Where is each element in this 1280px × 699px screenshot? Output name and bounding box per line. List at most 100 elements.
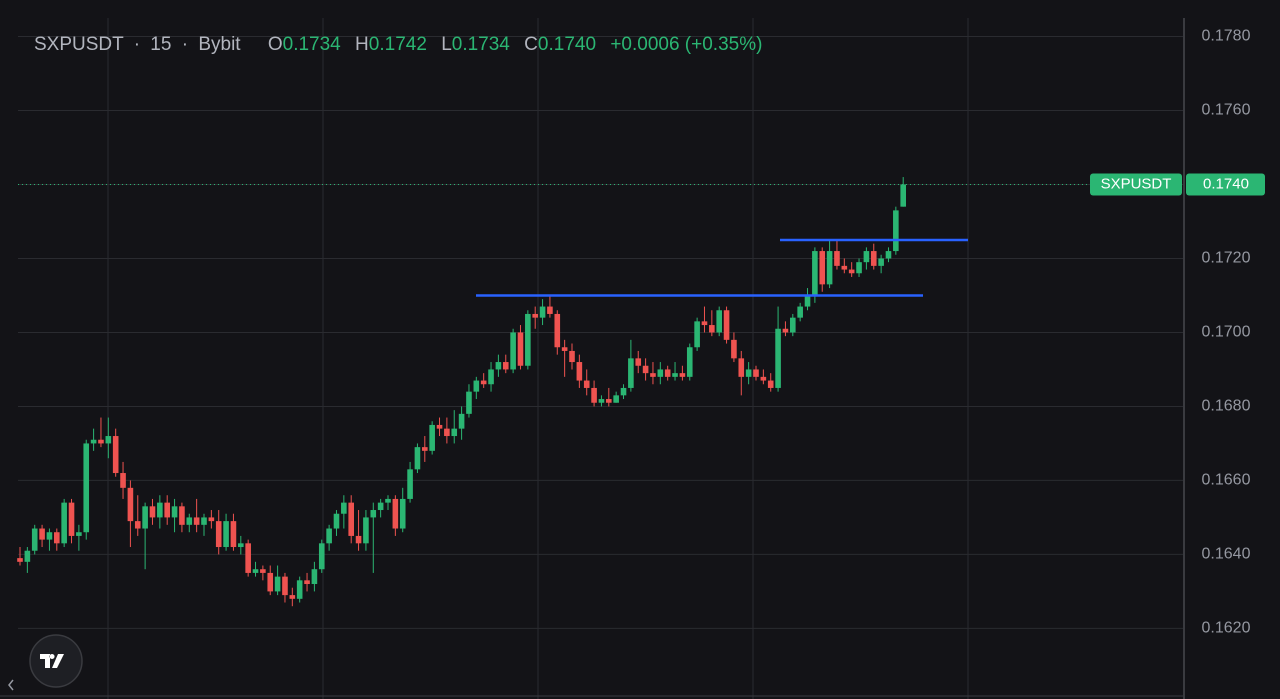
- candle-body: [848, 269, 855, 274]
- candle-body: [539, 306, 546, 318]
- candle-body: [61, 502, 67, 544]
- candle-body: [819, 251, 826, 285]
- logo-mark: [40, 654, 64, 668]
- candle-body: [274, 576, 281, 592]
- candle-body: [650, 373, 656, 377]
- candle-body: [606, 399, 612, 403]
- candle-body: [790, 317, 796, 333]
- candle-body: [804, 295, 811, 307]
- candle-body: [289, 595, 296, 599]
- candle-body: [760, 376, 767, 381]
- separator: ·: [182, 34, 188, 55]
- candle-body: [127, 487, 134, 522]
- candle-body: [775, 328, 781, 388]
- candle-body: [333, 513, 340, 529]
- candle-body: [451, 428, 458, 437]
- plot: [17, 177, 1090, 607]
- candle-body: [215, 521, 222, 548]
- candle-body: [282, 576, 288, 596]
- candle-body: [24, 550, 31, 562]
- candle-body: [399, 498, 406, 529]
- last-price-name-badge: [1090, 173, 1182, 196]
- candle-body: [863, 251, 870, 263]
- candle-body: [370, 510, 377, 518]
- close-value: 0.1740: [538, 34, 596, 55]
- candle-body: [363, 517, 369, 544]
- candle-body: [76, 532, 82, 536]
- candle-body: [517, 332, 524, 366]
- candle-body: [576, 362, 583, 381]
- candle-body: [341, 502, 347, 514]
- candle-body: [39, 528, 45, 540]
- candle-body: [826, 251, 833, 285]
- candle-body: [716, 310, 722, 333]
- open-label: O: [268, 34, 283, 55]
- candle-body: [414, 447, 421, 470]
- candle-body: [120, 473, 126, 488]
- candle-body: [709, 325, 715, 333]
- last-price-name: SXPUSDT: [1101, 175, 1172, 192]
- candle-body: [83, 443, 90, 533]
- low-label: L: [441, 34, 452, 55]
- candle-body: [893, 210, 899, 252]
- candle-body: [134, 521, 141, 529]
- candle-body: [326, 528, 332, 544]
- candle-body: [723, 310, 730, 340]
- candle-body: [488, 369, 494, 385]
- candle-body: [510, 332, 516, 370]
- tradingview-logo[interactable]: [29, 634, 83, 688]
- candle-body: [392, 498, 399, 529]
- last-price-value-badge: [1186, 173, 1265, 196]
- candle-body: [164, 502, 170, 518]
- candle-body: [502, 362, 509, 370]
- candle-body: [407, 469, 413, 499]
- candle-body: [304, 580, 310, 585]
- candle-body: [311, 569, 318, 585]
- candle-body: [642, 365, 649, 374]
- candle-body: [767, 380, 774, 388]
- change: +0.0006 (+0.35%): [610, 34, 762, 55]
- candle-body: [385, 498, 391, 503]
- candle-body: [686, 347, 693, 377]
- high-value: 0.1742: [369, 34, 427, 55]
- open-value: 0.1734: [283, 34, 342, 55]
- candle-body: [429, 424, 435, 451]
- candle-body: [554, 313, 561, 348]
- candle-body: [245, 543, 251, 573]
- scroll-left-icon[interactable]: [8, 679, 14, 691]
- candle-body: [532, 313, 538, 318]
- close-label: C: [524, 34, 538, 55]
- candle-body: [628, 358, 634, 388]
- grid: [18, 35, 1184, 629]
- candle-body: [878, 258, 884, 266]
- candle-body: [664, 369, 671, 377]
- candle-body: [267, 572, 274, 592]
- candle-body: [68, 502, 75, 536]
- candle-body: [458, 413, 465, 429]
- candle-body: [613, 395, 619, 403]
- candle-body: [355, 535, 362, 544]
- candle-body: [149, 506, 156, 518]
- interval: 15: [150, 34, 171, 55]
- candle-body: [738, 358, 745, 377]
- candle-body: [444, 428, 450, 437]
- exchange: Bybit: [198, 34, 241, 55]
- candle-body: [436, 424, 443, 429]
- candle-body: [105, 436, 112, 444]
- candle-body: [620, 387, 627, 396]
- candle-body: [870, 251, 877, 266]
- candle-body: [797, 306, 803, 318]
- vertical-grid: [107, 18, 969, 699]
- candle-body: [753, 369, 759, 377]
- candle-body: [17, 558, 23, 562]
- candle-body: [834, 251, 840, 266]
- candle-body: [569, 350, 575, 363]
- candle-body: [157, 502, 163, 518]
- y-tick-label: 0.1700: [1202, 324, 1251, 341]
- candle-body: [782, 328, 789, 333]
- candle-body: [694, 321, 700, 348]
- separator: ·: [134, 34, 140, 55]
- candle-body: [466, 391, 472, 414]
